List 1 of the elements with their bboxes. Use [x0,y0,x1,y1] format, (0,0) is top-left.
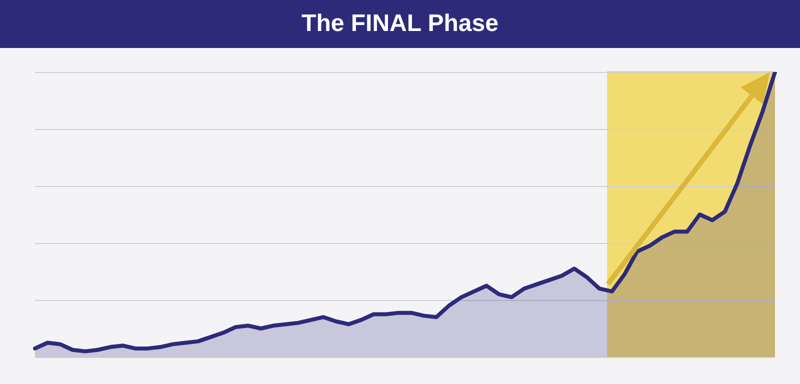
chart-title: The FINAL Phase [0,0,800,48]
